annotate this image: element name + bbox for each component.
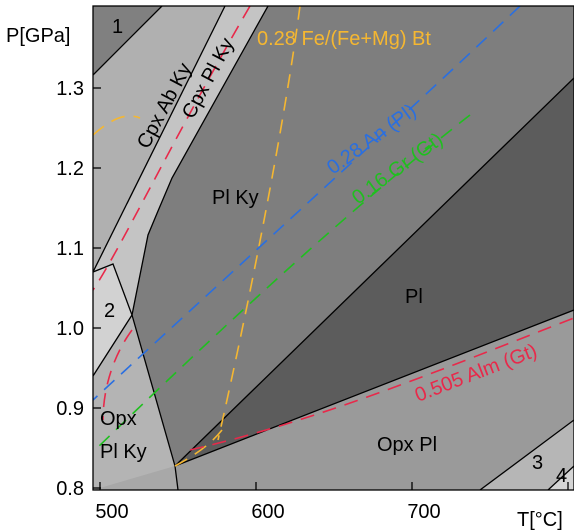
- y-tick-label: 1.3: [56, 78, 84, 100]
- field-label-1: 1: [112, 16, 123, 38]
- field-boundaries: [93, 6, 574, 490]
- field-label-3: 3: [532, 452, 543, 474]
- y-tick-label: 0.9: [56, 398, 84, 420]
- isopleth-alm: [189, 317, 574, 451]
- field-opx-pl: [175, 310, 574, 490]
- field-label-opx-pl-ky-line1: Opx: [100, 408, 137, 430]
- y-axis-title: P[GPa]: [6, 25, 70, 47]
- isopleth-an: [93, 6, 521, 401]
- field-label-pl: Pl: [405, 286, 423, 308]
- y-tick-labels: 1.3 1.2 1.1 1.0 0.9 0.8: [56, 78, 84, 500]
- x-tick-labels: 500 600 700: [95, 501, 440, 523]
- field-label-4: 4: [556, 465, 567, 487]
- field-opx-pl-ky: [93, 315, 175, 490]
- isopleth-bt-lower: [174, 429, 223, 467]
- isopleth-label-bt: 0.28 Fe/(Fe+Mg) Bt: [257, 28, 431, 50]
- isopleth-alm-upper: [93, 6, 251, 291]
- isopleth-bt: [217, 6, 301, 441]
- field-label-opx-pl: Opx Pl: [377, 434, 437, 456]
- y-tick-label: 0.8: [56, 478, 84, 500]
- x-axis-title: T[°C]: [517, 509, 563, 531]
- field-label-opx-pl-ky-line2: Pl Ky: [100, 441, 147, 463]
- field-label-2: 2: [104, 300, 115, 322]
- y-tick-label: 1.0: [56, 318, 84, 340]
- isopleths: [93, 6, 574, 467]
- y-tick-label: 1.2: [56, 158, 84, 180]
- field-label-pl-ky: Pl Ky: [212, 187, 259, 209]
- x-tick-label: 600: [251, 501, 284, 523]
- isopleth-bt-upper: [93, 115, 141, 136]
- field-2: [93, 264, 132, 376]
- x-tick-label: 700: [407, 501, 440, 523]
- x-axis-ticks: [99, 482, 569, 490]
- isopleth-gr: [94, 114, 471, 451]
- y-tick-label: 1.1: [56, 238, 84, 260]
- isopleth-alm-left: [102, 329, 133, 421]
- x-tick-label: 500: [95, 501, 128, 523]
